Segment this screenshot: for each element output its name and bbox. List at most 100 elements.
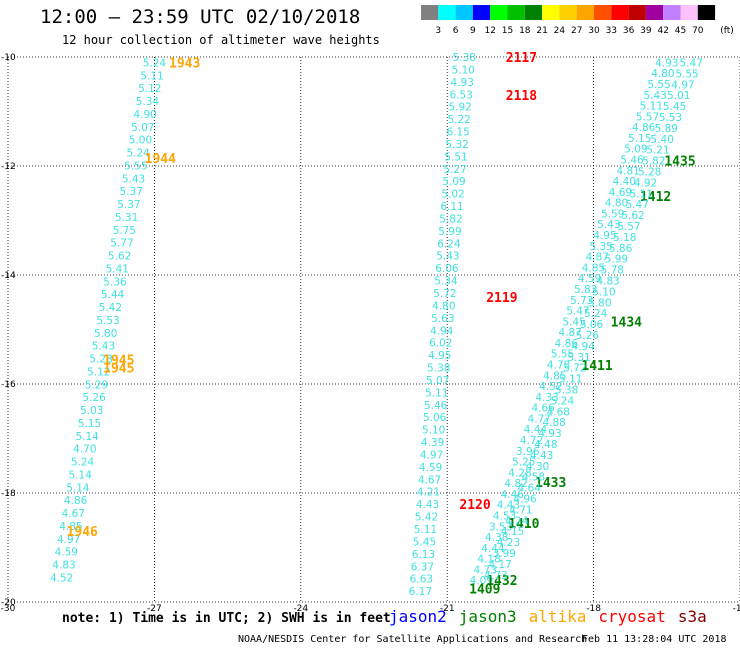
pass-time-label: 2120 (459, 498, 490, 513)
pass-time-label: 1435 (664, 155, 695, 170)
pass-time-label: 1945 (103, 353, 134, 368)
swh-value-label: 4.78 (547, 359, 570, 371)
swh-value-label: 5.14 (69, 469, 93, 481)
swh-value-label: 6.63 (410, 574, 433, 586)
swh-value-label: 4.97 (57, 534, 80, 546)
swh-value-label: 4.66 (531, 403, 555, 415)
legend-swatch (680, 5, 698, 20)
swh-value-label: 5.36 (103, 276, 127, 288)
y-tick-label: -18 (1, 489, 16, 499)
swh-value-label: 4.83 (52, 560, 75, 572)
swh-value-label: 5.72 (563, 363, 586, 375)
legend-swatch (472, 5, 491, 20)
swh-value-label: 5.42 (415, 512, 438, 524)
swh-value-label: 5.27 (443, 164, 466, 176)
swh-value-label: 4.80 (432, 300, 455, 312)
satellite-legend-s3a: s3a (677, 607, 707, 626)
swh-value-label: 5.01 (667, 90, 690, 102)
swh-value-label: 5.18 (613, 232, 636, 244)
swh-value-label: 5.21 (646, 145, 669, 157)
page-subtitle: 12 hour collection of altimeter wave hei… (62, 33, 380, 47)
swh-value-label: 5.43 (597, 219, 620, 231)
swh-value-label: 4.68 (547, 406, 570, 418)
swh-value-label: 4.95 (593, 230, 616, 242)
swh-value-label: 4.92 (634, 177, 657, 189)
swh-value-label: 6.24 (437, 238, 461, 250)
swh-value-label: 4.17 (488, 559, 511, 571)
swh-value-label: 4.81 (616, 165, 639, 177)
swh-value-label: 4.64 (518, 483, 542, 495)
legend-swatch (507, 5, 525, 20)
x-tick-label: -15 (733, 604, 740, 614)
swh-value-label: 5.55 (675, 68, 698, 80)
swh-value-label: 5.34 (434, 276, 458, 288)
satellite-legend-jason3: jason3 (458, 607, 517, 626)
swh-value-label: 4.52 (50, 572, 73, 584)
swh-value-label: 5.53 (96, 315, 119, 327)
swh-value-label: 4.67 (418, 474, 441, 486)
swh-value-label: 4.58 (522, 472, 545, 484)
legend-tick-label: 36 (623, 26, 635, 36)
swh-value-label: 5.14 (75, 431, 99, 443)
swh-value-label: 6.13 (412, 549, 435, 561)
swh-value-label: 4.69 (609, 187, 632, 199)
swh-value-label: 5.06 (423, 412, 447, 424)
swh-value-label: 5.55 (551, 349, 574, 361)
swh-value-label: 4.44 (481, 543, 505, 555)
swh-value-label: 4.43 (497, 500, 520, 512)
footer-timestamp: Feb 11 13:28:04 UTC 2018 (582, 634, 727, 645)
swh-value-label: 5.34 (136, 96, 160, 108)
swh-value-label: 5.24 (584, 308, 608, 320)
pass-time-label: 1433 (535, 476, 566, 491)
swh-value-label: 4.28 (508, 467, 531, 479)
swh-value-label: 4.97 (420, 449, 443, 461)
page-title: 12:00 — 23:59 UTC 02/10/2018 (40, 6, 361, 28)
legend-swatch (697, 5, 716, 20)
legend-swatch (611, 5, 629, 20)
swh-value-label: 5.82 (642, 156, 665, 168)
swh-value-label: 5.89 (655, 123, 678, 135)
legend-tick-label: 70 (692, 26, 704, 36)
swh-value-label: 5.46 (424, 400, 448, 412)
legend-swatch (455, 5, 473, 20)
pass-time-label: 1434 (611, 315, 642, 330)
swh-value-label: 5.15 (628, 133, 651, 145)
swh-value-label: 5.45 (663, 101, 686, 113)
swh-value-label: 5.38 (427, 363, 450, 375)
legend-swatch (559, 5, 577, 20)
swh-value-label: 4.97 (671, 79, 694, 91)
swh-value-label: 5.31 (567, 352, 590, 364)
swh-value-label: 5.80 (94, 328, 117, 340)
swh-value-label: 5.43 (92, 341, 115, 353)
swh-value-label: 5.14 (66, 482, 90, 494)
swh-value-label: 5.62 (108, 251, 131, 263)
swh-value-label: 5.07 (426, 375, 449, 387)
swh-value-label: 5.11 (414, 524, 437, 536)
swh-value-label: 5.99 (438, 226, 461, 238)
swh-value-label: 5.22 (447, 114, 470, 126)
swh-value-label: 4.53 (493, 510, 516, 522)
swh-value-label: 5.44 (101, 289, 125, 301)
legend-tick-label: 24 (554, 26, 566, 36)
legend-tick-label: 45 (675, 26, 686, 36)
legend-swatch (421, 5, 439, 20)
swh-value-label: 4.59 (578, 273, 601, 285)
swh-value-label: 5.43 (436, 251, 459, 263)
swh-value-label: 5.73 (570, 295, 593, 307)
swh-value-label: 4.87 (586, 252, 609, 264)
swh-value-label: 4.43 (530, 450, 553, 462)
legend-tick-label: 42 (657, 26, 668, 36)
swh-value-label: 5.55 (124, 160, 147, 172)
swh-color-legend: 3 6 9 12 15 18 21 24 27 30 33 36 39 42 45 70 (ft) (421, 5, 733, 36)
swh-value-label: 5.77 (110, 238, 133, 250)
x-tick-label: -30 (1, 604, 16, 614)
legend-swatch (628, 5, 646, 20)
swh-value-label: 4.80 (651, 68, 674, 80)
swh-value-label: 6.11 (440, 201, 463, 213)
pass-time-label: 1946 (67, 525, 98, 540)
satellite-legend-jason2: jason2 (389, 607, 447, 626)
swh-value-label: 4.43 (416, 499, 439, 511)
swh-value-label: 5.37 (117, 199, 140, 211)
y-tick-label: -20 (1, 598, 16, 608)
swh-value-label: 5.10 (452, 64, 475, 76)
